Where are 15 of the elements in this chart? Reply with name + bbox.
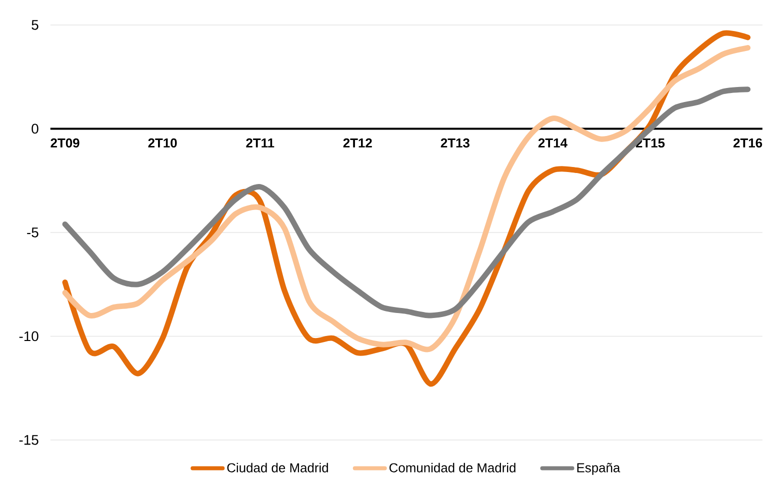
y-tick-label: 0 [32, 124, 38, 134]
x-tick-label: 2T12 [343, 138, 372, 148]
y-tick-label: 5 [32, 20, 38, 30]
y-tick-label: -5 [27, 228, 38, 238]
legend-label: Comunidad de Madrid [389, 462, 516, 473]
x-tick-label: 2T13 [440, 138, 470, 148]
y-tick-label: -10 [19, 331, 38, 342]
legend-label: España [577, 463, 620, 476]
x-tick-label: 2T11 [246, 138, 274, 148]
legend-label: Ciudad de Madrid [227, 462, 328, 473]
x-tick-label: 2T10 [148, 138, 177, 148]
x-tick-label: 2T16 [733, 138, 762, 148]
x-tick-label: 2T09 [50, 138, 80, 148]
y-tick-label: -15 [19, 435, 38, 446]
x-tick-label: 2T14 [538, 138, 568, 148]
